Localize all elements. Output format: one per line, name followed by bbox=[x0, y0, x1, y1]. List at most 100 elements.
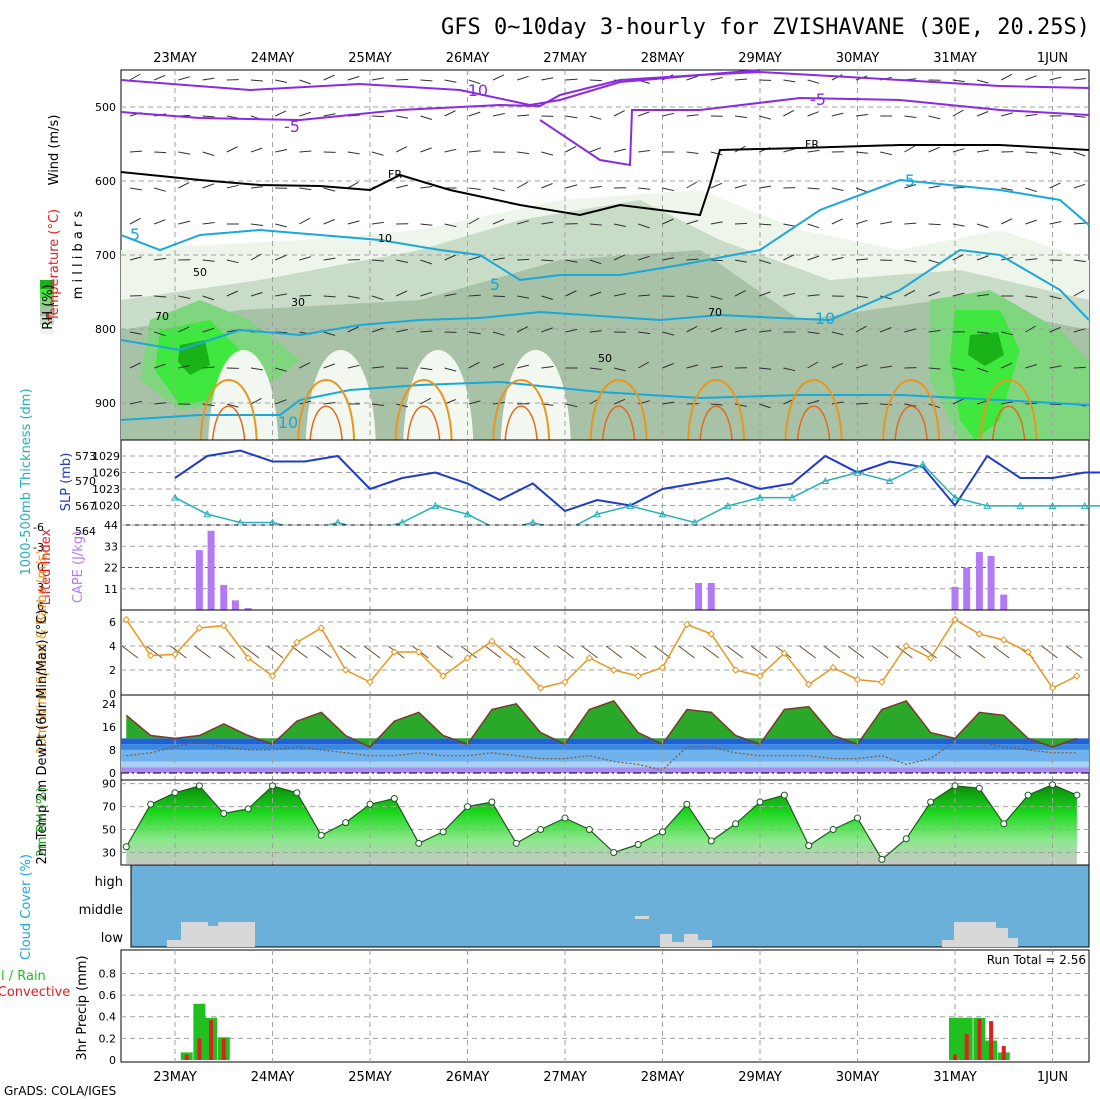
thickness-ylabel: 1000-500mb Thickness (dm) bbox=[19, 388, 34, 575]
warm-temperature-contour bbox=[687, 379, 746, 441]
wind-speed-marker bbox=[805, 680, 813, 689]
thickness-marker bbox=[626, 501, 635, 509]
slp-tick-label: 1020 bbox=[92, 500, 120, 513]
wind-barb bbox=[178, 295, 191, 299]
rh-marker bbox=[195, 782, 203, 790]
wind-barb-10m bbox=[121, 645, 139, 659]
wind-barb bbox=[154, 187, 166, 192]
wind-speed-marker bbox=[268, 672, 277, 680]
wind-barb-10m bbox=[145, 645, 163, 659]
cloud-block bbox=[698, 940, 712, 947]
cape-bar bbox=[195, 550, 203, 610]
rh-marker bbox=[732, 820, 740, 828]
thickness-marker bbox=[431, 501, 440, 509]
precip-frame bbox=[120, 949, 1090, 1063]
wind-barb bbox=[1000, 362, 1013, 369]
warm-temperature-contour bbox=[784, 379, 843, 441]
wind-barb bbox=[734, 115, 747, 119]
wind-speed-marker bbox=[926, 654, 935, 662]
wind-barb bbox=[371, 403, 384, 406]
warm-temperature-contour bbox=[394, 379, 453, 441]
wind-barb bbox=[1049, 326, 1061, 333]
wind-barb bbox=[928, 115, 941, 120]
cloud-block bbox=[167, 940, 181, 947]
wind-barb bbox=[492, 363, 505, 369]
wind-barb bbox=[202, 151, 215, 156]
wind-barb bbox=[613, 148, 626, 153]
wind-barb bbox=[323, 402, 336, 405]
rh-marker bbox=[561, 814, 569, 822]
wind-barb bbox=[541, 77, 554, 81]
wind-barb bbox=[783, 367, 796, 372]
wind-barb bbox=[129, 362, 142, 369]
warm-temperature-contour bbox=[309, 405, 343, 441]
wind-barb bbox=[541, 366, 554, 369]
wind-barb bbox=[154, 402, 167, 405]
wind-barb bbox=[638, 294, 651, 297]
wind-barb bbox=[807, 187, 820, 190]
cape-bar bbox=[207, 530, 215, 610]
bottom-date-label: 1JUN bbox=[1037, 1070, 1068, 1085]
wind-barb bbox=[759, 330, 772, 333]
wind-barb bbox=[759, 185, 772, 189]
wind-speed-marker bbox=[366, 678, 374, 686]
wind-speed-marker bbox=[731, 666, 740, 674]
wind-barb bbox=[904, 289, 916, 297]
rh-marker bbox=[415, 839, 423, 847]
bottom-date-label: 28MAY bbox=[641, 1070, 685, 1085]
temperature-contour bbox=[759, 71, 1090, 89]
wind-barb bbox=[1025, 219, 1037, 225]
wind-barb bbox=[154, 331, 166, 337]
warm-temperature-contour bbox=[199, 379, 258, 441]
wind-barb bbox=[395, 290, 408, 297]
wind-barb bbox=[275, 149, 288, 153]
wind-barb-10m bbox=[170, 645, 187, 659]
wind-barb-10m bbox=[266, 645, 284, 659]
wind10m-series: 6 4 2 0 bbox=[109, 610, 1089, 701]
wind-barb bbox=[323, 295, 336, 298]
precip-tick-label: 0 bbox=[109, 1054, 116, 1067]
wind-barb-10m bbox=[896, 645, 913, 659]
wind-barb bbox=[855, 402, 869, 405]
wind-barb bbox=[371, 151, 384, 156]
wind-barb bbox=[855, 258, 868, 261]
cape-bar bbox=[244, 608, 252, 610]
rh-contour-label: 50 bbox=[598, 352, 612, 365]
wind-barb-10m bbox=[1041, 645, 1058, 659]
rh-dry-column bbox=[403, 350, 474, 440]
cape-tick-label: 33 bbox=[104, 540, 118, 553]
wind-barb bbox=[129, 400, 142, 405]
wind-barb bbox=[202, 366, 215, 369]
lifted-index-tick-label: -6 bbox=[33, 521, 44, 534]
rh-shaded-region bbox=[950, 310, 1020, 440]
top-date-label: 1JUN bbox=[1037, 51, 1068, 66]
rh-tick-label: 70 bbox=[102, 801, 116, 814]
slp-tick-label: 1023 bbox=[92, 483, 120, 496]
pressure-tick-label: 800 bbox=[95, 323, 116, 336]
thickness-marker bbox=[756, 493, 764, 501]
wind-barb bbox=[371, 221, 384, 225]
wind-barb bbox=[178, 326, 190, 333]
temperature-tick-label: 24 bbox=[102, 698, 116, 711]
wind-barb bbox=[371, 115, 385, 118]
wind10m-panel: 6 4 2 0 10m Wind Speed & Barbs (m/s) bbox=[35, 550, 1090, 754]
wind-barb-10m bbox=[460, 645, 478, 659]
wind-speed-marker bbox=[390, 648, 399, 656]
wind-speed-marker bbox=[536, 684, 545, 692]
wind-barb bbox=[275, 399, 287, 405]
thickness-slp-frame bbox=[120, 439, 1090, 526]
wind-barb bbox=[686, 325, 698, 333]
cloud-block bbox=[660, 934, 672, 947]
temperature-tick-label: 0 bbox=[109, 767, 116, 780]
bottom-date-label: 31MAY bbox=[933, 1070, 977, 1085]
rh-tick-label: 30 bbox=[102, 847, 116, 860]
wind-barb bbox=[154, 74, 166, 81]
wind-speed-marker bbox=[610, 666, 618, 674]
wind-barb bbox=[976, 111, 989, 117]
wind-speed-marker bbox=[341, 666, 350, 674]
wind-barb bbox=[831, 218, 843, 225]
wind-barb bbox=[299, 79, 311, 85]
warm-temperature-contour bbox=[297, 379, 356, 441]
rh-dry-column bbox=[305, 350, 376, 440]
wind-speed-marker bbox=[902, 642, 910, 650]
